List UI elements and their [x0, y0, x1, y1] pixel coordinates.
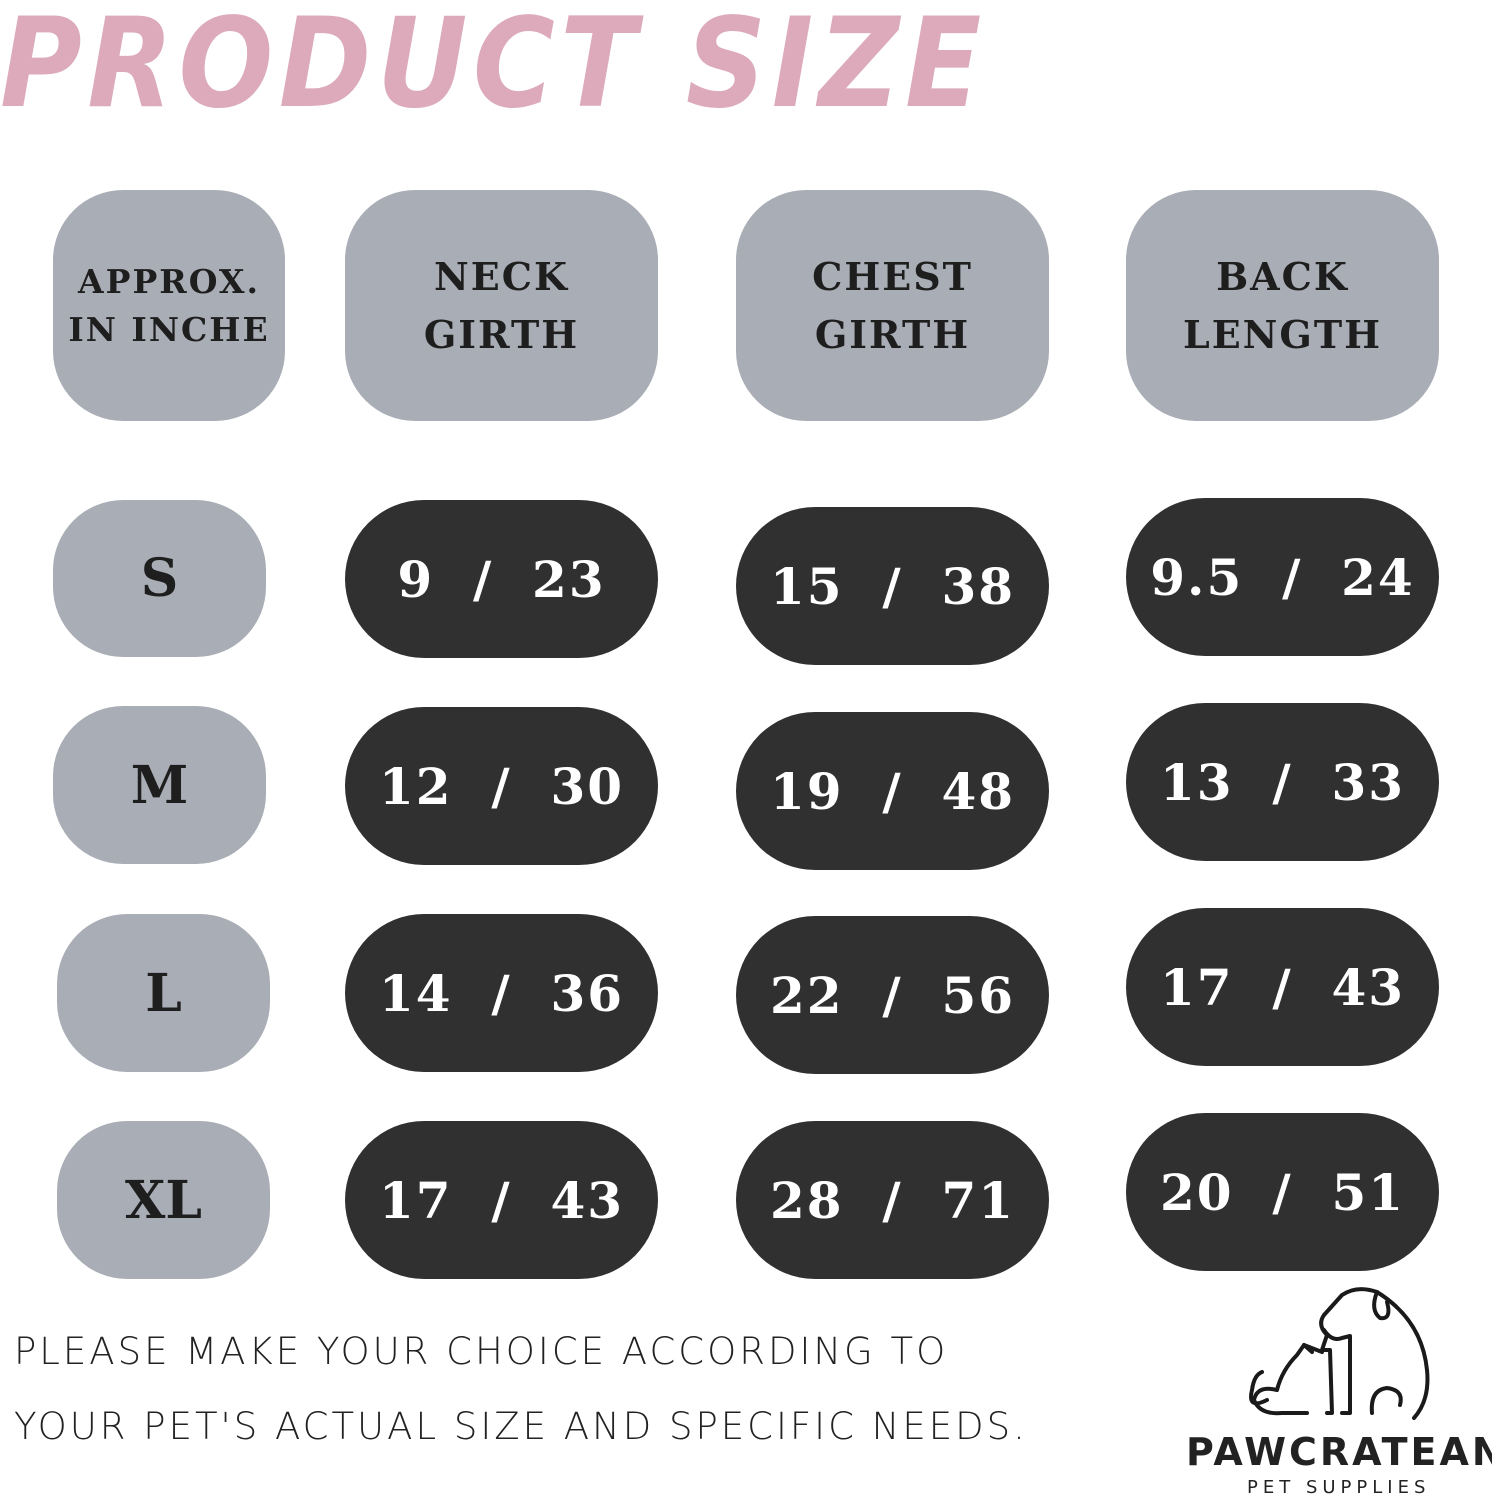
size-label-m: M [53, 706, 266, 864]
header-line: NECK [434, 253, 569, 299]
size-label-xl: XL [57, 1121, 270, 1279]
header-line: BACK [1216, 253, 1349, 299]
sizing-note-line-1: PLEASE MAKE YOUR CHOICE ACCORDING TO [14, 1330, 949, 1373]
neck-value-l: 14 / 36 [345, 914, 658, 1072]
chest-value-l: 22 / 56 [736, 916, 1049, 1074]
brand-name: PAWCRATEAN [1186, 1430, 1492, 1474]
back-value-xl: 20 / 51 [1126, 1113, 1439, 1271]
neck-value-m: 12 / 30 [345, 707, 658, 865]
neck-value-s: 9 / 23 [345, 500, 658, 658]
dog-and-cat-outline-icon [1249, 1287, 1430, 1420]
header-approx-inches: APPROX. IN INCHE [53, 190, 285, 421]
chest-value-xl: 28 / 71 [736, 1121, 1049, 1279]
chest-value-s: 15 / 38 [736, 507, 1049, 665]
size-label-l: L [57, 914, 270, 1072]
size-label-s: S [53, 500, 266, 657]
header-line: APPROX. [78, 261, 260, 301]
header-line: LENGTH [1182, 311, 1383, 357]
header-line: GIRTH [423, 311, 580, 357]
header-chest-girth: CHEST GIRTH [736, 190, 1049, 421]
header-line: GIRTH [814, 311, 971, 357]
neck-value-xl: 17 / 43 [345, 1121, 658, 1279]
back-value-l: 17 / 43 [1126, 908, 1439, 1066]
page-title: PRODUCT SIZE [0, 0, 987, 136]
chest-value-m: 19 / 48 [736, 712, 1049, 870]
back-value-m: 13 / 33 [1126, 703, 1439, 861]
header-line: CHEST [812, 253, 973, 299]
brand-tagline: PET SUPPLIES [1247, 1477, 1431, 1498]
header-line: IN INCHE [68, 309, 270, 349]
header-back-length: BACK LENGTH [1126, 190, 1439, 421]
back-value-s: 9.5 / 24 [1126, 498, 1439, 656]
header-neck-girth: NECK GIRTH [345, 190, 658, 421]
sizing-note-line-2: YOUR PET'S ACTUAL SIZE AND SPECIFIC NEED… [14, 1405, 1028, 1448]
